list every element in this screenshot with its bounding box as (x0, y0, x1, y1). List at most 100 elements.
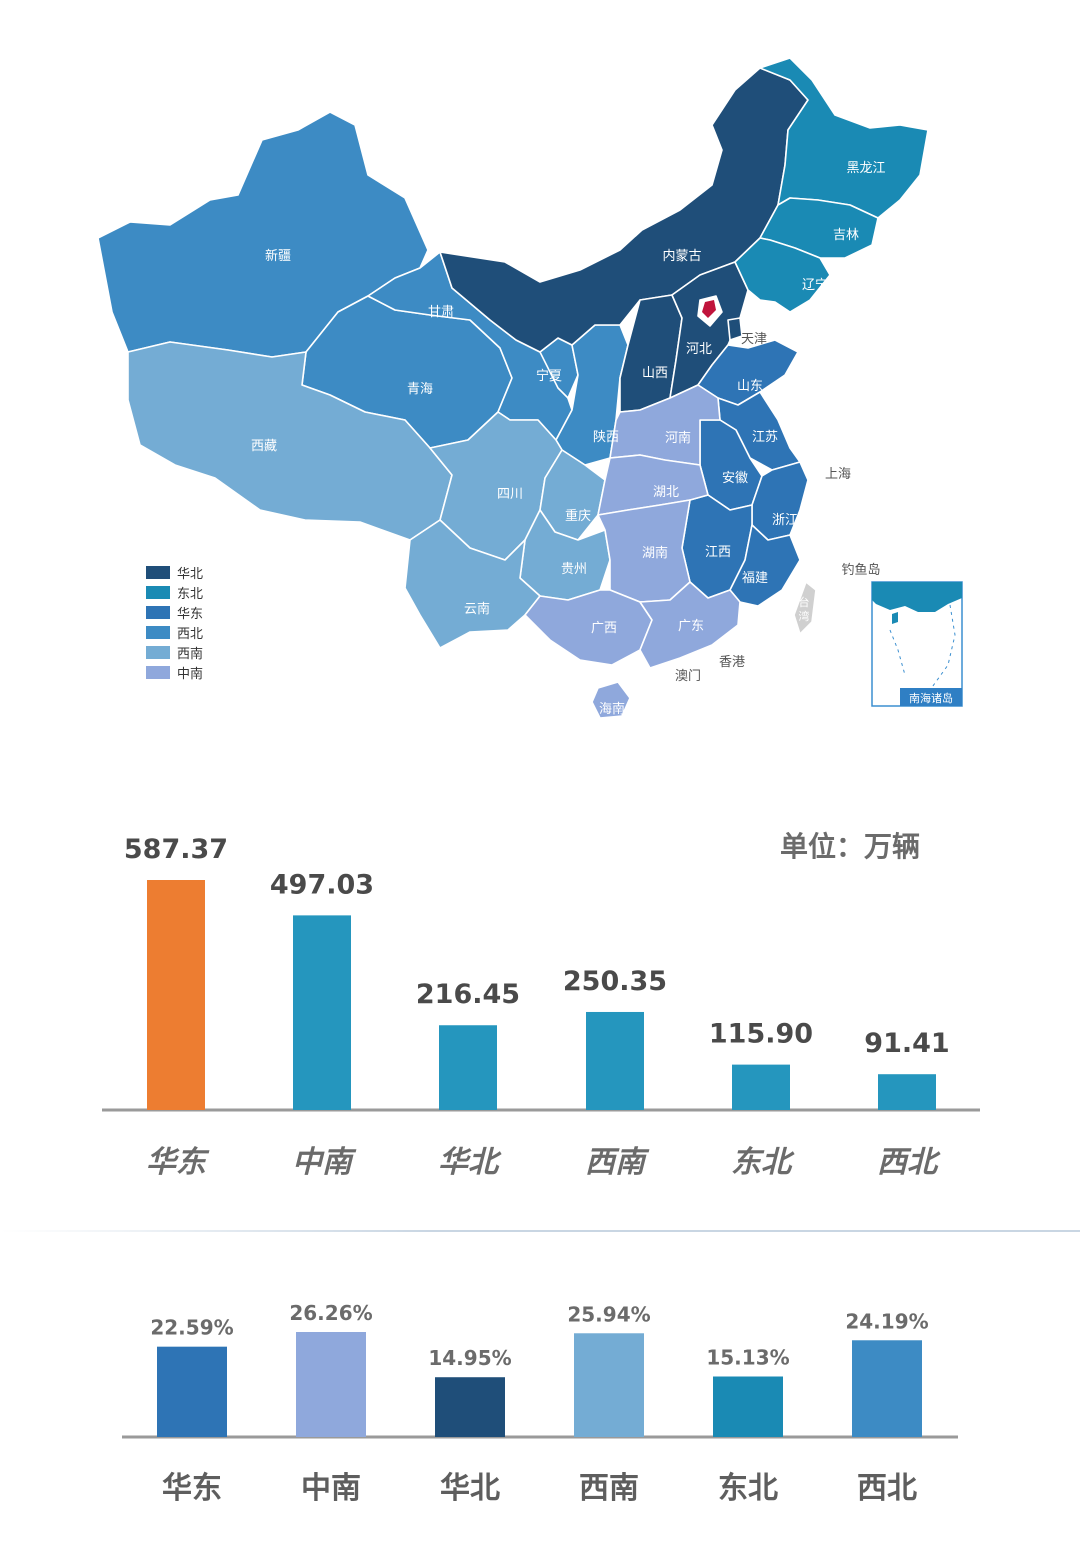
beijing-marker (702, 300, 716, 318)
bar-5 (878, 1074, 936, 1110)
map-label-shaanxi: 陕西 (593, 430, 619, 445)
map-label-taiwan-char: 台 (799, 595, 810, 609)
legend-label: 华北 (177, 567, 203, 582)
map-label-guangdong: 广东 (678, 619, 704, 634)
map-label-taiwan-char: 湾 (799, 609, 810, 623)
legend-swatch (146, 606, 170, 619)
share-percentage-svg: 22.59% 华东 26.26% 中南 14.95% 华北 25.94% 西南 15.13% 东北… (122, 1301, 958, 1506)
province-neimenggu (439, 67, 809, 353)
map-label-yunnan: 云南 (464, 601, 490, 617)
map-label-xizang: 西藏 (251, 439, 277, 454)
map-label-hebei: 河北 (686, 342, 712, 357)
china-region-map: 南海诸岛 新疆西藏 青海 甘肃 内蒙古 黑龙江吉林辽宁河北 天津山西山东 宁夏陕西 河南 江苏安… (0, 0, 1080, 760)
bar-2 (439, 1025, 497, 1110)
category-label: 东北 (731, 1145, 795, 1180)
share-category-label: 中南 (301, 1471, 361, 1506)
bar-value-label: 115.90 (709, 1019, 813, 1050)
map-label-qinghai: 青海 (407, 382, 433, 397)
map-label-jilin: 吉林 (833, 228, 859, 243)
bar-value-label: 497.03 (270, 869, 374, 900)
bar-4 (732, 1064, 790, 1110)
section-divider (0, 1230, 1080, 1232)
map-label-heilongjiang: 黑龙江 (846, 161, 885, 176)
map-label-diaoyudao: 钓鱼岛 (841, 562, 880, 578)
share-category-label: 华北 (440, 1471, 500, 1506)
share-bar-1 (296, 1332, 366, 1437)
map-label-nanhai: 南海诸岛 (909, 691, 953, 705)
bar-value-label: 250.35 (563, 966, 667, 997)
legend-swatch (146, 666, 170, 679)
legend-label: 东北 (177, 587, 203, 602)
category-label: 华北 (438, 1145, 502, 1180)
map-label-chongqing: 重庆 (565, 508, 591, 524)
share-value-label: 22.59% (150, 1316, 233, 1340)
map-label-shanxi: 山西 (642, 366, 668, 381)
share-bar-5 (852, 1340, 922, 1437)
province-tianjin (727, 317, 743, 341)
category-label: 华东 (146, 1145, 210, 1180)
share-value-label: 26.26% (289, 1301, 372, 1325)
share-bar-0 (157, 1346, 227, 1437)
share-value-label: 25.94% (567, 1302, 650, 1326)
map-label-jiangsu: 江苏 (752, 429, 778, 445)
vehicle-count-svg: 单位：万辆 587.37 华东 497.03 中南 216.45 华北 250.35 西南 11… (102, 830, 980, 1180)
map-label-guangxi: 广西 (591, 621, 617, 636)
share-category-label: 华东 (162, 1471, 222, 1506)
share-percentage-chart: 22.59% 华东 26.26% 中南 14.95% 华北 25.94% 西南 15.13% 东北… (0, 1262, 1080, 1542)
map-label-neimenggu: 内蒙古 (662, 248, 701, 264)
category-label: 中南 (292, 1145, 357, 1180)
share-bar-2 (435, 1377, 505, 1437)
unit-label: 单位：万辆 (780, 830, 920, 863)
map-label-henan: 河南 (665, 430, 691, 446)
map-label-shandong: 山东 (737, 379, 763, 394)
map-label-fujian: 福建 (742, 571, 768, 586)
share-bar-4 (713, 1376, 783, 1437)
province-hainan (591, 681, 631, 719)
province-taiwan (793, 581, 817, 635)
legend-swatch (146, 566, 170, 579)
bar-0 (147, 880, 205, 1110)
map-label-gansu: 甘肃 (428, 305, 454, 320)
map-label-jiangxi: 江西 (705, 545, 731, 560)
share-category-label: 东北 (718, 1471, 778, 1506)
map-label-hongkong: 香港 (719, 655, 745, 670)
bar-1 (293, 915, 351, 1110)
share-value-label: 15.13% (706, 1346, 789, 1370)
map-label-liaoning: 辽宁 (802, 277, 828, 293)
map-label-hubei: 湖北 (653, 485, 679, 500)
legend-swatch (146, 626, 170, 639)
legend-swatch (146, 646, 170, 659)
nanhai-inset: 南海诸岛 (871, 581, 963, 707)
share-bar-3 (574, 1333, 644, 1437)
vehicle-count-chart: 单位：万辆 587.37 华东 497.03 中南 216.45 华北 250.35 西南 11… (0, 800, 1080, 1200)
map-label-guizhou: 贵州 (561, 562, 587, 577)
map-label-sichuan: 四川 (497, 487, 523, 502)
category-label: 西北 (877, 1145, 941, 1180)
map-label-tianjin: 天津 (741, 332, 767, 347)
legend-label: 西南 (177, 646, 203, 662)
map-label-xinjiang: 新疆 (265, 248, 291, 264)
map-label-anhui: 安徽 (722, 471, 748, 486)
map-label-hunan: 湖南 (642, 545, 668, 561)
bar-value-label: 587.37 (124, 834, 228, 865)
province-guangxi (524, 589, 653, 666)
map-label-macau: 澳门 (675, 668, 701, 684)
bar-value-label: 216.45 (416, 979, 520, 1010)
province-guangdong (639, 581, 741, 669)
share-value-label: 24.19% (845, 1309, 928, 1333)
share-category-label: 西北 (857, 1471, 917, 1506)
legend-label: 中南 (177, 666, 203, 682)
province-liaoning (734, 237, 831, 313)
map-label-zhejiang: 浙江 (772, 513, 798, 528)
map-label-ningxia: 宁夏 (536, 368, 562, 384)
legend-label: 西北 (177, 627, 203, 642)
share-value-label: 14.95% (428, 1346, 511, 1370)
map-label-shanghai: 上海 (825, 467, 851, 482)
map-label-hainan: 海南 (599, 701, 625, 717)
legend-label: 华东 (177, 607, 203, 622)
bar-3 (586, 1011, 644, 1110)
legend-swatch (146, 586, 170, 599)
province-hunan (597, 499, 691, 603)
